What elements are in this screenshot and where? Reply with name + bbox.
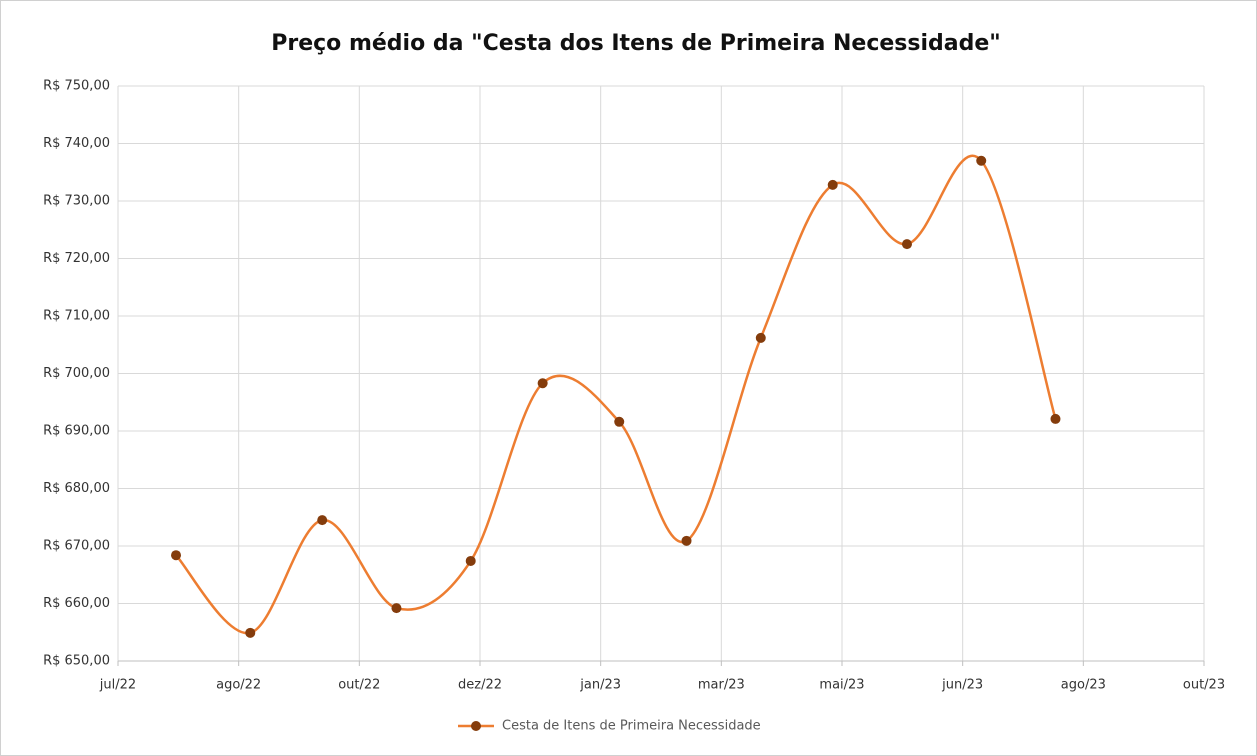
data-point bbox=[317, 515, 328, 526]
x-tick-label: jan/23 bbox=[579, 678, 621, 693]
data-point bbox=[976, 155, 987, 166]
legend-marker bbox=[471, 721, 481, 731]
data-point bbox=[465, 555, 476, 566]
x-tick-label: ago/22 bbox=[216, 678, 261, 693]
data-point bbox=[901, 239, 912, 250]
x-tick-label: out/22 bbox=[338, 678, 380, 693]
y-tick-label: R$ 740,00 bbox=[43, 136, 110, 151]
x-tick-label: ago/23 bbox=[1061, 678, 1106, 693]
y-tick-label: R$ 700,00 bbox=[43, 366, 110, 381]
y-tick-label: R$ 710,00 bbox=[43, 309, 110, 324]
legend-label: Cesta de Itens de Primeira Necessidade bbox=[502, 719, 761, 734]
x-tick-label: dez/22 bbox=[458, 678, 502, 693]
x-tick-label: out/23 bbox=[1183, 678, 1225, 693]
data-point bbox=[681, 535, 692, 546]
x-tick-label: jul/22 bbox=[99, 678, 136, 693]
data-point bbox=[537, 378, 548, 389]
y-tick-label: R$ 680,00 bbox=[43, 481, 110, 496]
data-point bbox=[827, 179, 838, 190]
data-point bbox=[171, 550, 182, 561]
x-tick-label: mai/23 bbox=[819, 678, 864, 693]
chart-title: Preço médio da "Cesta dos Itens de Prime… bbox=[271, 31, 1001, 56]
data-point bbox=[1050, 413, 1061, 424]
y-tick-label: R$ 690,00 bbox=[43, 424, 110, 439]
data-point bbox=[614, 416, 625, 427]
y-tick-label: R$ 750,00 bbox=[43, 79, 110, 94]
x-tick-label: mar/23 bbox=[698, 678, 745, 693]
data-point bbox=[755, 332, 766, 343]
y-tick-label: R$ 720,00 bbox=[43, 251, 110, 266]
data-point bbox=[245, 627, 256, 638]
y-tick-label: R$ 730,00 bbox=[43, 194, 110, 209]
data-point bbox=[391, 603, 402, 614]
y-tick-label: R$ 660,00 bbox=[43, 596, 110, 611]
y-tick-label: R$ 670,00 bbox=[43, 539, 110, 554]
x-tick-label: jun/23 bbox=[941, 678, 983, 693]
y-tick-label: R$ 650,00 bbox=[43, 654, 110, 669]
